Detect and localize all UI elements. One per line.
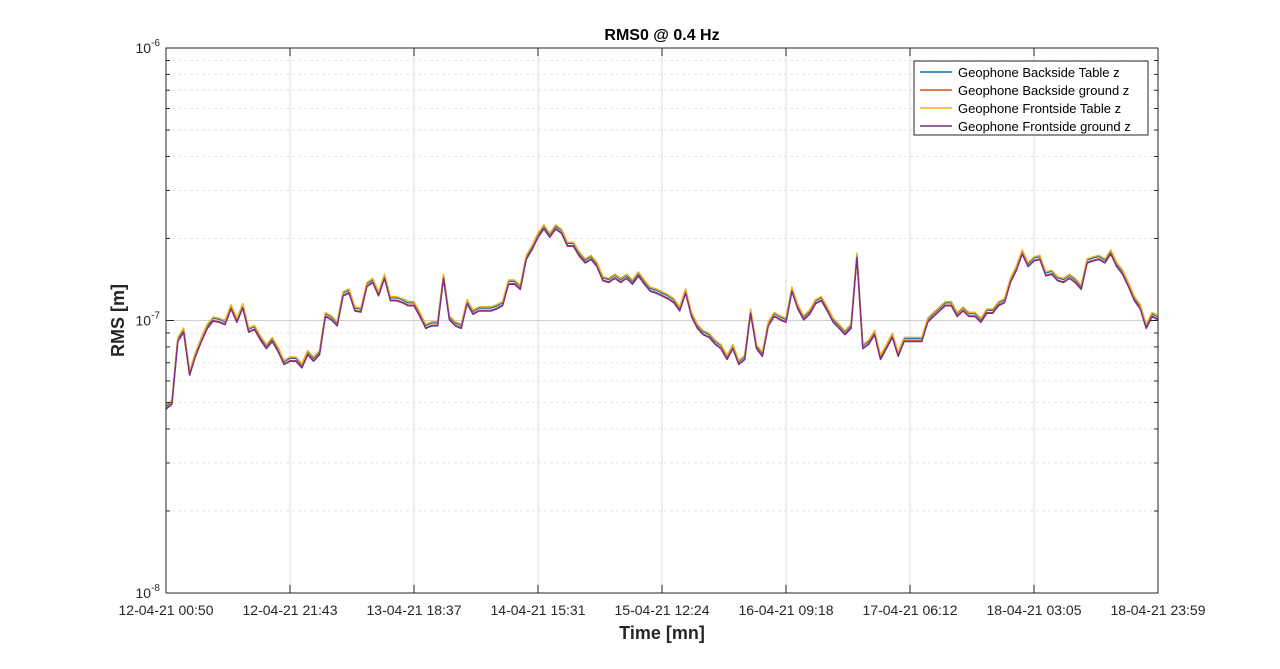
series-line-1 bbox=[165, 225, 1159, 407]
legend-label: Geophone Frontside Table z bbox=[958, 101, 1121, 116]
series-line-4 bbox=[165, 228, 1159, 410]
y-tick-label: 10-6 bbox=[136, 38, 161, 56]
chart-title: RMS0 @ 0.4 Hz bbox=[604, 27, 719, 44]
x-tick-label: 14-04-21 15:31 bbox=[491, 602, 586, 618]
axis-ticks: 12-04-21 00:50 12-04-21 21:43 13-04-21 18:… bbox=[119, 38, 1206, 618]
legend-label: Geophone Backside Table z bbox=[958, 65, 1120, 80]
series-lines bbox=[165, 224, 1159, 410]
legend-box bbox=[913, 60, 1149, 136]
x-tick-label: 15-04-21 12:24 bbox=[615, 602, 710, 618]
legend-label: Geophone Backside ground z bbox=[958, 83, 1129, 98]
x-axis-title: Time [mn] bbox=[619, 623, 705, 643]
y-tick-label: 10-8 bbox=[136, 583, 161, 601]
y-tick-label: 10-7 bbox=[136, 311, 161, 329]
x-tick-label: 13-04-21 18:37 bbox=[367, 602, 462, 618]
legend: Geophone Backside Table z Geophone Backsi… bbox=[913, 60, 1149, 136]
x-tick-label: 18-04-21 03:05 bbox=[987, 602, 1082, 618]
x-tick-label: 16-04-21 09:18 bbox=[739, 602, 834, 618]
x-tick-label: 17-04-21 06:12 bbox=[863, 602, 958, 618]
x-tick-label: 12-04-21 00:50 bbox=[119, 602, 214, 618]
x-tick-label: 12-04-21 21:43 bbox=[243, 602, 338, 618]
x-tick-label: 18-04-21 23:59 bbox=[1111, 602, 1206, 618]
series-line-3 bbox=[165, 224, 1159, 406]
y-axis-title: RMS [m] bbox=[108, 284, 128, 357]
legend-label: Geophone Frontside ground z bbox=[958, 119, 1131, 134]
